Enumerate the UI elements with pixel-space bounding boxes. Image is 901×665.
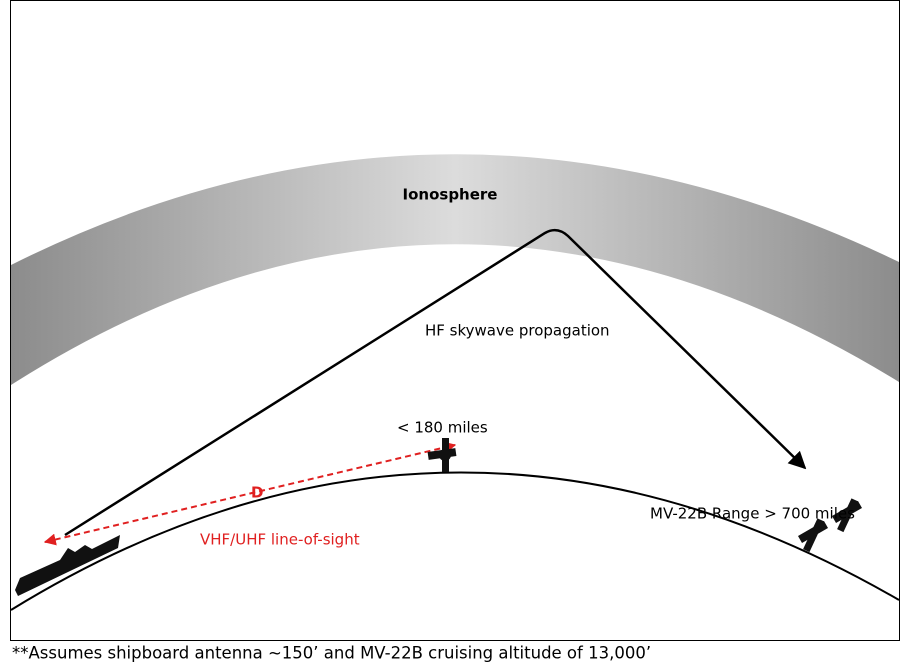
ionosphere-label: Ionosphere bbox=[403, 186, 498, 204]
skywave-label: HF skywave propagation bbox=[425, 322, 610, 340]
distance-label: D bbox=[251, 484, 263, 502]
page: Ionosphere HF skywave propagation < 180 … bbox=[0, 0, 901, 665]
frame bbox=[11, 1, 900, 641]
los-range-label: < 180 miles bbox=[397, 419, 488, 437]
los-label: VHF/UHF line-of-sight bbox=[200, 531, 360, 549]
range-label: MV-22B Range > 700 miles bbox=[650, 505, 855, 523]
footnote: **Assumes shipboard antenna ~150’ and MV… bbox=[12, 644, 651, 663]
diagram: Ionosphere HF skywave propagation < 180 … bbox=[0, 0, 901, 665]
